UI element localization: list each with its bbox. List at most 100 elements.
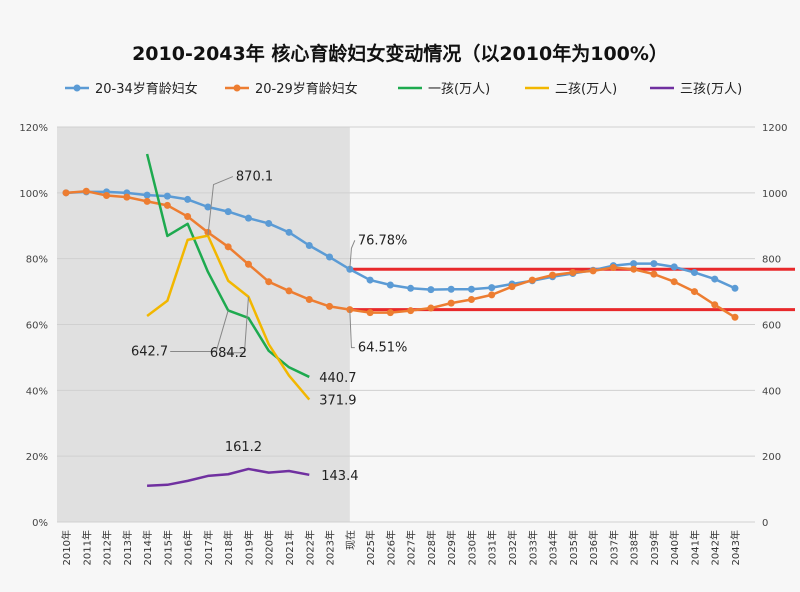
legend-marker: [233, 84, 241, 92]
data-point: [609, 264, 617, 272]
data-point: [690, 268, 698, 276]
data-point: [467, 295, 475, 303]
legend-marker: [73, 84, 81, 92]
data-point: [184, 195, 192, 203]
y-right-tick-label: 400: [762, 386, 781, 397]
data-point: [731, 313, 739, 321]
data-point: [244, 260, 252, 268]
legend-entry: 20-34岁育龄妇女: [95, 81, 198, 97]
x-tick-label: 2023年: [324, 530, 337, 565]
data-point: [386, 309, 394, 317]
y-right-tick-label: 1200: [762, 123, 787, 134]
data-point: [407, 284, 415, 292]
data-point: [143, 197, 151, 205]
annotation-leader: [349, 240, 356, 270]
annotation-leader: [207, 176, 234, 236]
data-point: [670, 263, 678, 271]
series-line-1: [65, 189, 736, 319]
data-point: [224, 243, 232, 251]
data-point: [427, 286, 435, 294]
annotation-leader: [170, 310, 229, 352]
x-tick-label: 现在: [345, 530, 357, 550]
data-point: [407, 307, 415, 315]
x-tick-label: 2022年: [303, 530, 316, 565]
y-right-tick-label: 200: [762, 452, 781, 463]
x-tick-label: 2021年: [283, 530, 296, 565]
data-point: [731, 284, 739, 292]
x-tick-label: 2015年: [161, 530, 174, 565]
x-tick-label: 2029年: [445, 530, 458, 565]
x-tick-label: 2013年: [121, 530, 134, 565]
x-tick-label: 2025年: [364, 530, 377, 565]
data-point: [285, 287, 293, 295]
x-tick-label: 2027年: [405, 530, 418, 565]
data-label: 684.2: [210, 346, 247, 361]
data-label: 642.7: [131, 344, 168, 359]
x-tick-label: 2034年: [547, 530, 560, 565]
data-point: [163, 192, 171, 200]
x-tick-label: 2043年: [729, 530, 742, 565]
legend-entry: 一孩(万人): [428, 82, 490, 97]
data-label: 64.51%: [358, 341, 408, 356]
x-tick-label: 2019年: [242, 530, 255, 565]
x-tick-label: 2037年: [607, 530, 620, 565]
x-tick-label: 2040年: [668, 530, 681, 565]
annotation-leader: [225, 296, 249, 354]
data-point: [589, 267, 597, 275]
data-point: [82, 187, 90, 195]
x-tick-label: 2014年: [141, 530, 154, 565]
data-point: [467, 285, 475, 293]
data-point: [488, 291, 496, 299]
data-point: [224, 208, 232, 216]
data-point: [630, 260, 638, 268]
series-line-3: [146, 234, 311, 401]
y-right-tick-label: 800: [762, 255, 781, 266]
x-tick-label: 2041年: [688, 530, 701, 565]
x-tick-label: 2032年: [506, 530, 519, 565]
x-tick-label: 2012年: [101, 530, 114, 565]
y-right-tick-label: 600: [762, 321, 781, 332]
y-right-tick-label: 1000: [762, 189, 787, 200]
data-point: [103, 191, 111, 199]
y-right-tick-label: 0: [762, 518, 768, 529]
data-point: [305, 242, 313, 249]
x-tick-label: 2011年: [80, 530, 93, 565]
data-point: [163, 201, 171, 209]
x-tick-label: 2010年: [60, 530, 73, 565]
data-label: 76.78%: [358, 233, 408, 248]
legend: 20-34岁育龄妇女 20-29岁育龄妇女 一孩(万人) 二孩(万人) 三孩(万人): [65, 81, 742, 97]
data-point: [143, 191, 151, 199]
legend-entry: 20-29岁育龄妇女: [255, 81, 358, 97]
x-tick-label: 2026年: [384, 530, 397, 565]
y-left-tick-label: 0%: [32, 518, 48, 529]
data-label: 371.9: [319, 394, 356, 409]
x-tick-label: 2035年: [567, 530, 580, 565]
y-left-tick-label: 100%: [19, 189, 48, 200]
data-point: [305, 295, 313, 303]
data-point: [690, 288, 698, 296]
x-tick-label: 2042年: [709, 530, 722, 565]
data-point: [549, 271, 557, 279]
data-point: [447, 299, 455, 307]
annotation-leader: [349, 309, 355, 349]
x-tick-label: 2038年: [628, 530, 641, 565]
x-tick-label: 2028年: [425, 530, 438, 565]
data-point: [711, 301, 719, 309]
data-point: [670, 278, 678, 286]
data-point: [265, 219, 273, 227]
data-point: [650, 260, 658, 268]
x-tick-label: 2039年: [648, 530, 661, 565]
data-point: [123, 193, 131, 201]
data-point: [528, 276, 536, 284]
x-tick-label: 2017年: [202, 530, 215, 565]
data-point: [488, 284, 496, 292]
x-tick-label: 2036年: [587, 530, 600, 565]
data-point: [630, 265, 638, 273]
legend-entry: 三孩(万人): [680, 82, 742, 97]
y-left-tick-label: 20%: [26, 452, 48, 463]
data-label: 143.4: [321, 469, 358, 484]
chart-title: 2010-2043年 核心育龄妇女变动情况（以2010年为100%）: [132, 42, 668, 65]
y-left-tick-label: 40%: [26, 386, 48, 397]
y-left-tick-label: 80%: [26, 255, 48, 266]
data-point: [326, 253, 334, 261]
